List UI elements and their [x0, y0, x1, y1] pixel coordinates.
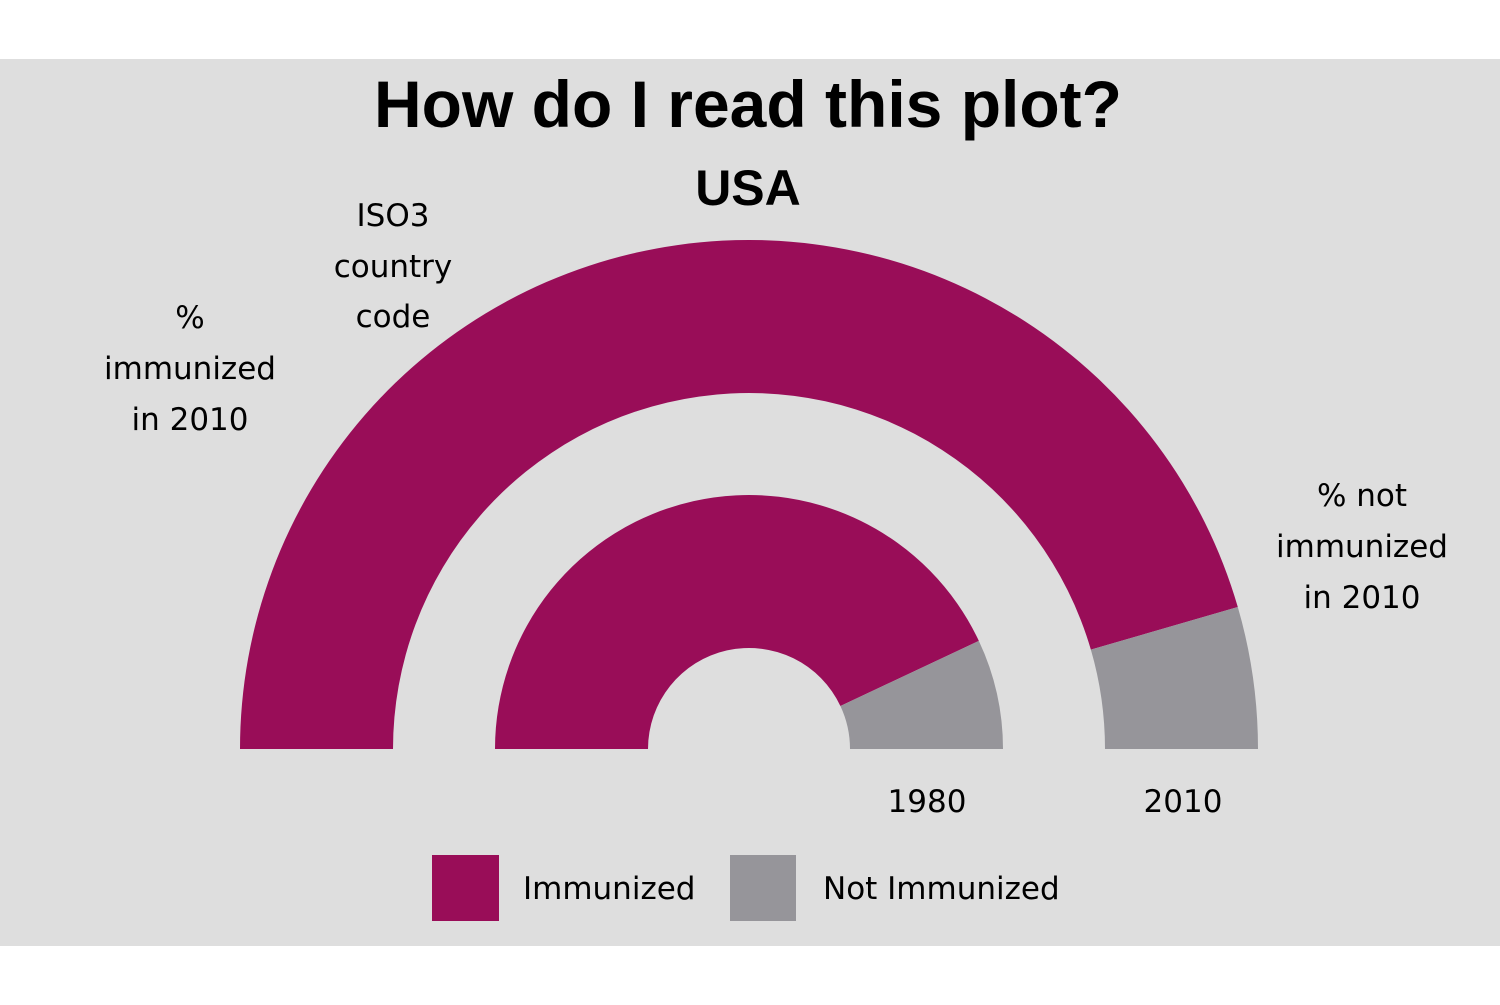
ring-label-1980: 1980 [888, 784, 967, 820]
legend-label-immunized: Immunized [523, 871, 695, 907]
chart-title: How do I read this plot? [374, 67, 1122, 141]
annotation-not-immunized: % not immunized in 2010 [1276, 478, 1448, 616]
legend-swatch-not-immunized [730, 855, 796, 921]
chart-subtitle: USA [695, 160, 801, 216]
ring-2010-immunized-segment [240, 239, 1238, 750]
ring-2010-not-immunized-segment [1090, 606, 1258, 749]
ring-1980-immunized-segment [495, 494, 979, 749]
ring-label-2010: 2010 [1144, 784, 1223, 820]
annotation-not-immunized-line-1: % not [1317, 478, 1407, 514]
annotation-not-immunized-line-2: immunized [1276, 529, 1448, 565]
annotation-not-immunized-line-3: in 2010 [1303, 580, 1420, 616]
legend: Immunized Not Immunized [432, 855, 1060, 921]
legend-label-not-immunized: Not Immunized [823, 871, 1060, 907]
ring-1980-not-immunized-segment [840, 640, 1003, 749]
annotation-immunized-line-1: % [175, 300, 204, 336]
annotation-immunized-line-2: immunized [104, 351, 276, 387]
legend-swatch-immunized [432, 855, 499, 921]
annotation-country-code-line-2: country [334, 249, 453, 285]
rings-layer [240, 239, 1258, 750]
annotation-country-code: ISO3 country code [334, 198, 453, 335]
annotation-immunized: % immunized in 2010 [104, 300, 276, 438]
annotation-country-code-line-3: code [356, 299, 431, 335]
annotation-immunized-line-3: in 2010 [131, 402, 248, 438]
annotation-country-code-line-1: ISO3 [357, 198, 430, 234]
